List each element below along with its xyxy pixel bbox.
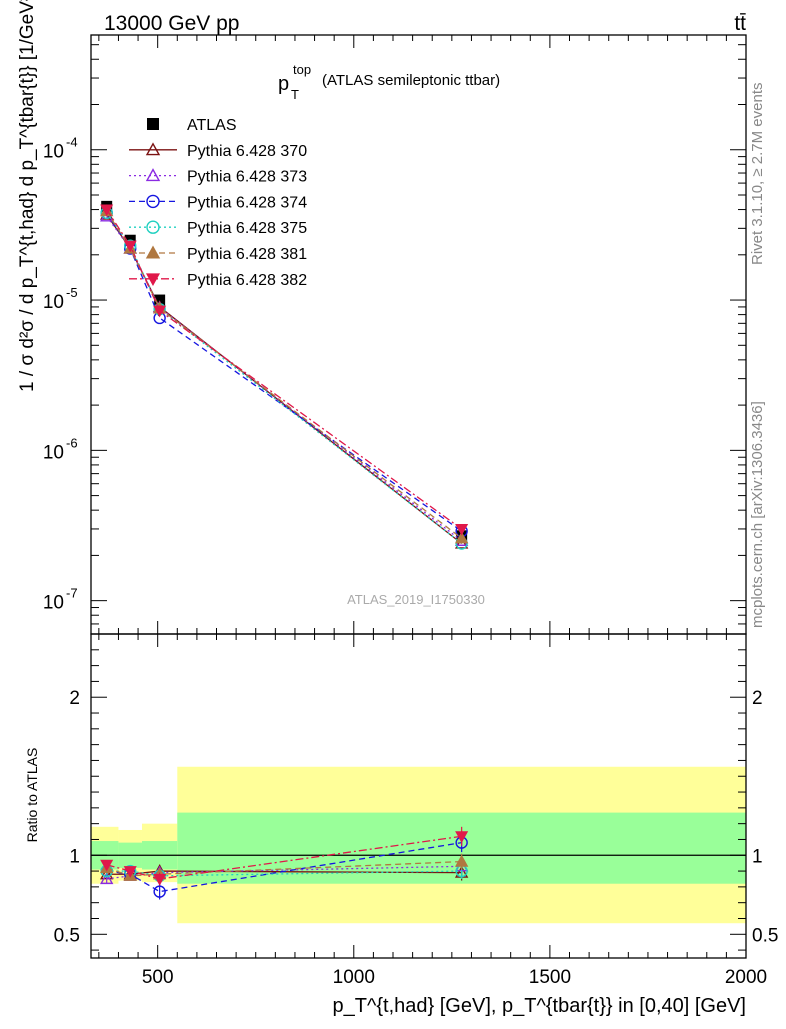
- legend-marker-2: [145, 168, 161, 182]
- ratio-ylabel: Ratio to ATLAS: [24, 748, 40, 843]
- title-sup: top: [293, 62, 311, 77]
- main-title: p top T (ATLAS semileptonic ttbar): [278, 62, 500, 102]
- ratio-line-5: [106, 860, 462, 877]
- ratio-frame: [90, 633, 747, 959]
- ratio-line-6: [106, 835, 462, 880]
- ratio-ytick-label-left: 2: [69, 688, 80, 709]
- ratio-point-6-3: [455, 831, 469, 844]
- title-rest: (ATLAS semileptonic ttbar): [322, 72, 500, 89]
- ratio-line-4: [106, 870, 462, 877]
- legend-label-6: Pythia 6.428 382: [187, 272, 307, 289]
- main-line-6: [106, 209, 463, 530]
- ratio-ytick-label-left: 1: [69, 846, 80, 867]
- legend-label-4: Pythia 6.428 375: [187, 220, 307, 237]
- main-point-5-3: [454, 531, 469, 544]
- main-ytick-exponent: -7: [66, 586, 78, 601]
- ratio-ytick-label-right: 1: [752, 846, 763, 867]
- legend-label-3: Pythia 6.428 374: [187, 194, 307, 211]
- main-ytick-exponent: -6: [66, 435, 78, 450]
- main-ytick-label: 10: [43, 442, 64, 463]
- rivet-label: Rivet 3.1.10, ≥ 2.7M events: [749, 83, 766, 266]
- legend-marker-6: [145, 273, 161, 287]
- main-point-6-0: [100, 204, 114, 217]
- header-right: tt̄: [734, 12, 746, 35]
- legend-marker-0: [147, 118, 159, 130]
- ratio-point-6-0: [100, 859, 114, 872]
- ratio-point-2-0: [99, 872, 114, 885]
- axes-frames: [90, 34, 747, 959]
- legend-label-1: Pythia 6.428 370: [187, 143, 307, 160]
- main-ytick-label: 10: [43, 593, 64, 614]
- legend: ATLAS Pythia 6.428 370 Pythia 6.428 373 Pyt…: [129, 117, 307, 289]
- main-ytick-exponent: -5: [66, 285, 78, 300]
- main-line-5: [106, 210, 463, 539]
- title-main: p: [278, 73, 289, 95]
- main-ytick-label: 10: [43, 142, 64, 163]
- mcplots-label: mcplots.cern.ch [arXiv:1306.3436]: [749, 401, 766, 628]
- main-ytick-label: 10: [43, 292, 64, 313]
- x-tick-label: 1500: [529, 967, 571, 988]
- ratio-point-6-1: [123, 866, 137, 878]
- main-ylabel: 1 / σ d²σ / d p_T^{t,had} d p_T^{tbar{t}…: [17, 0, 38, 392]
- ratio-point-6-2: [153, 873, 167, 886]
- legend-marker-1: [145, 142, 161, 156]
- main-point-6-2: [153, 305, 167, 318]
- legend-label-0: ATLAS: [187, 117, 237, 134]
- ratio-ytick-label-right: 0.5: [752, 925, 778, 946]
- x-tick-label: 1000: [333, 967, 375, 988]
- main-ytick-exponent: -4: [66, 135, 78, 150]
- title-sub: T: [291, 87, 299, 102]
- ratio-point-5-3: [454, 854, 469, 867]
- x-axis-label: p_T^{t,had} [GeV], p_T^{tbar{t}} in [0,4…: [333, 995, 747, 1017]
- x-tick-label: 2000: [725, 967, 767, 988]
- legend-marker-5: [145, 245, 161, 259]
- legend-marker-3: [146, 194, 160, 209]
- ratio-ytick-label-left: 0.5: [54, 925, 80, 946]
- legend-marker-4: [146, 220, 160, 234]
- main-point-6-1: [123, 240, 137, 253]
- legend-label-2: Pythia 6.428 373: [187, 169, 307, 186]
- header-left: 13000 GeV pp: [104, 12, 239, 35]
- main-point-6-3: [455, 523, 469, 536]
- ratio-line-2: [106, 865, 462, 880]
- ratio-line-1: [106, 870, 462, 875]
- ratio-line-3: [106, 841, 462, 893]
- x-tick-label: 500: [142, 967, 174, 988]
- uncertainty-bands: [91, 766, 747, 924]
- main-line-2: [106, 216, 463, 542]
- ratio-ytick-label-right: 2: [752, 688, 763, 709]
- analysis-watermark: ATLAS_2019_I1750330: [347, 592, 485, 607]
- legend-label-5: Pythia 6.428 381: [187, 246, 307, 263]
- series-layer: [99, 200, 469, 900]
- ratio-point-3-2: [153, 885, 166, 898]
